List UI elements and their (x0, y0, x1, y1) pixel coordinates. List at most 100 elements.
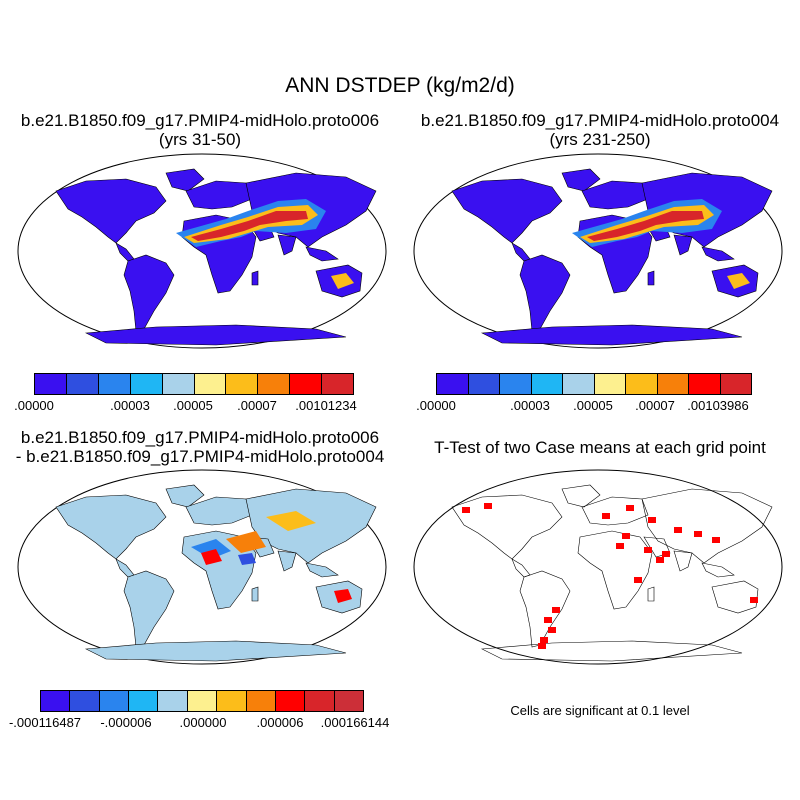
continent-greenland (561, 484, 601, 508)
panel2-title-line1: b.e21.B1850.f09_g17.PMIP4-midHolo.proto0… (420, 111, 780, 130)
map-outline (413, 469, 783, 665)
continent-north-america (451, 178, 563, 244)
continent-north-america (55, 178, 167, 244)
continent-antarctica (84, 324, 347, 346)
significant-cell (644, 547, 652, 553)
hotspot-core (191, 211, 308, 241)
continent-madagascar (251, 270, 259, 286)
continent-south-america (123, 570, 175, 648)
panel3-title-line2: - b.e21.B1850.f09_g17.PMIP4-midHolo.prot… (15, 447, 385, 466)
colorbar-swatch (217, 691, 247, 711)
continent-europe (581, 180, 649, 210)
cb2-tick: .00007 (635, 398, 675, 413)
colorbar-swatch (35, 374, 67, 394)
continent-north-america (55, 494, 167, 560)
significant-cell (544, 617, 552, 623)
colorbar-swatch (626, 374, 658, 394)
dust-hotspots (176, 199, 354, 289)
panel3-title-line1: b.e21.B1850.f09_g17.PMIP4-midHolo.proto0… (20, 428, 380, 447)
significant-cell (622, 533, 630, 539)
colorbar-swatch (531, 374, 563, 394)
continent-europe (581, 496, 649, 526)
cb2-tick: .00003 (510, 398, 550, 413)
significant-cell (626, 505, 634, 511)
cb3-tick: .000166144 (320, 715, 390, 730)
continent-south-america (519, 254, 571, 332)
cb3-tick: -.000006 (100, 715, 152, 730)
continent-antarctica (480, 640, 743, 662)
panel1-title: b.e21.B1850.f09_g17.PMIP4-midHolo.proto0… (5, 111, 395, 149)
dust-hotspots (572, 199, 750, 289)
continent-australia (711, 580, 759, 614)
colorbar-swatch (437, 374, 469, 394)
significant-cell (548, 627, 556, 633)
significant-cell (616, 543, 624, 549)
continent-se-asia (701, 562, 735, 578)
significant-cell (540, 637, 548, 643)
continent-se-asia (305, 246, 339, 262)
colorbar-swatch (689, 374, 721, 394)
continent-madagascar (251, 586, 259, 602)
colorbar-swatch (130, 374, 163, 394)
colorbar-swatch (305, 691, 335, 711)
continent-antarctica (84, 640, 347, 662)
colorbar-swatch (322, 374, 354, 394)
significance-note: Cells are significant at 0.1 level (510, 703, 690, 718)
continent-greenland (165, 484, 205, 508)
panel2-title-line2: (yrs 231-250) (549, 130, 651, 149)
significant-cell (634, 577, 642, 583)
panel4-title-line1: T-Test of two Case means at each grid po… (434, 438, 766, 457)
significant-cell (694, 531, 702, 537)
colorbar-swatch (258, 374, 291, 394)
significant-cell (674, 527, 682, 533)
diff-patch-positive (201, 549, 222, 565)
panel4-title: T-Test of two Case means at each grid po… (405, 438, 795, 457)
colorbar-swatch (290, 374, 323, 394)
significant-cell (552, 607, 560, 613)
colorbar-swatch (657, 374, 689, 394)
significant-cell (712, 537, 720, 543)
continent-se-asia (701, 246, 735, 262)
colorbar-panel3 (40, 690, 364, 712)
hotspot-australia (331, 273, 354, 289)
significant-cell (462, 507, 470, 513)
continent-south-america (519, 570, 571, 648)
hotspot-australia (727, 273, 750, 289)
map-panel2 (413, 153, 783, 349)
significant-cell (750, 597, 758, 603)
colorbar-swatch (187, 691, 218, 711)
diff-patch-positive (266, 511, 316, 531)
diff-patch-negative (238, 553, 256, 565)
cb3-tick: -.000116487 (8, 715, 82, 730)
cb1-tick: .00007 (237, 398, 277, 413)
difference-patches (191, 511, 352, 603)
colorbar-swatch (275, 691, 306, 711)
significant-cell (656, 557, 664, 563)
cb3-tick: .000006 (256, 715, 304, 730)
colorbar-swatch (334, 691, 363, 711)
cb1-tick: .00000 (14, 398, 54, 413)
map-panel4 (413, 469, 783, 665)
cb2-tick: .00103986 (687, 398, 749, 413)
colorbar-panel2 (436, 373, 752, 395)
panel1-title-line1: b.e21.B1850.f09_g17.PMIP4-midHolo.proto0… (20, 111, 380, 130)
cb1-tick: .00101234 (295, 398, 357, 413)
colorbar-swatch (468, 374, 500, 394)
continent-madagascar (647, 586, 655, 602)
continent-india (277, 234, 297, 256)
colorbar-swatch (70, 691, 100, 711)
cb1-tick: .00005 (173, 398, 213, 413)
colorbar-swatch (226, 374, 259, 394)
continent-north-america (451, 494, 563, 560)
colorbar-swatch (162, 374, 195, 394)
continent-europe (185, 496, 253, 526)
colorbar-swatch (129, 691, 159, 711)
colorbar-swatch (98, 374, 131, 394)
significant-cell (648, 517, 656, 523)
colorbar-swatch (99, 691, 130, 711)
colorbar-swatch (594, 374, 626, 394)
cb3-tick: .000000 (179, 715, 227, 730)
significant-cell (602, 513, 610, 519)
continent-india (673, 550, 693, 572)
map-panel1 (17, 153, 387, 349)
